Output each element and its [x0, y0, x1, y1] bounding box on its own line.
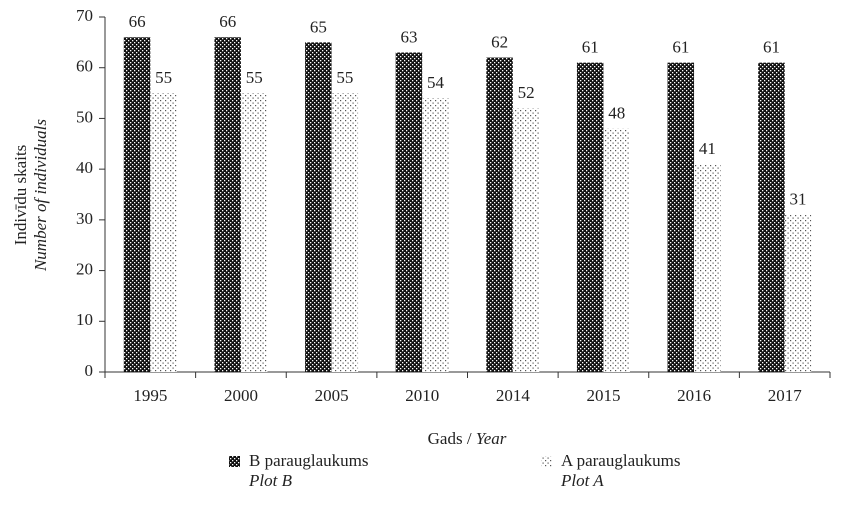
y-tick-label: 20 — [76, 259, 93, 278]
bar — [305, 42, 332, 372]
bar — [214, 37, 241, 373]
y-tick-label: 10 — [76, 310, 93, 329]
value-label: 63 — [400, 27, 417, 46]
x-tick-label: 2016 — [677, 386, 711, 405]
y-tick-label: 50 — [76, 107, 93, 126]
value-label: 52 — [518, 83, 535, 102]
bar — [694, 164, 721, 372]
x-tick-label: 2000 — [224, 386, 258, 405]
bar — [784, 214, 812, 372]
bar — [512, 108, 540, 373]
y-axis-label: Indivīdu skaits — [11, 145, 30, 246]
y-tick-label: 60 — [76, 57, 93, 76]
legend-swatch — [541, 456, 552, 467]
x-axis-label: Gads / Year — [428, 429, 507, 448]
value-label: 55 — [155, 68, 172, 87]
legend-label: A parauglaukums — [561, 451, 680, 470]
bar — [123, 37, 151, 373]
value-label: 54 — [427, 73, 445, 92]
bar — [422, 98, 449, 373]
value-label: 61 — [672, 38, 689, 57]
x-tick-label: 2010 — [405, 386, 439, 405]
bar — [758, 62, 785, 373]
value-label: 41 — [699, 139, 716, 158]
value-label: 55 — [246, 68, 263, 87]
y-tick-label: 30 — [76, 209, 93, 228]
bar — [603, 128, 630, 372]
y-tick-label: 0 — [85, 361, 94, 380]
bar — [576, 62, 604, 373]
value-label: 48 — [608, 103, 625, 122]
y-axis-label-italic: Number of individuals — [31, 119, 50, 272]
legend-label-italic: Plot A — [560, 471, 604, 490]
value-label: 61 — [582, 38, 599, 57]
legend-swatch — [229, 456, 240, 467]
legend-label: B parauglaukums — [249, 451, 368, 470]
value-label: 31 — [789, 190, 806, 209]
value-label: 66 — [129, 12, 146, 31]
bar — [150, 93, 177, 373]
x-tick-label: 2017 — [768, 386, 803, 405]
bar — [667, 62, 695, 373]
y-tick-label: 40 — [76, 158, 93, 177]
x-tick-label: 1995 — [133, 386, 167, 405]
bar — [331, 93, 359, 373]
value-label: 61 — [763, 38, 780, 57]
x-axis-label-text: Gads / — [428, 429, 472, 448]
x-tick-label: 2005 — [315, 386, 349, 405]
legend-label-italic: Plot B — [248, 471, 293, 490]
value-label: 65 — [310, 17, 327, 36]
value-label: 66 — [219, 12, 236, 31]
value-label: 55 — [336, 68, 353, 87]
bar — [486, 57, 513, 372]
bar — [240, 93, 268, 373]
x-tick-label: 2015 — [586, 386, 620, 405]
y-tick-label: 70 — [76, 6, 93, 25]
bar — [395, 52, 423, 372]
value-label: 62 — [491, 32, 508, 51]
x-tick-label: 2014 — [496, 386, 531, 405]
x-axis-label-italic: Year — [476, 429, 507, 448]
